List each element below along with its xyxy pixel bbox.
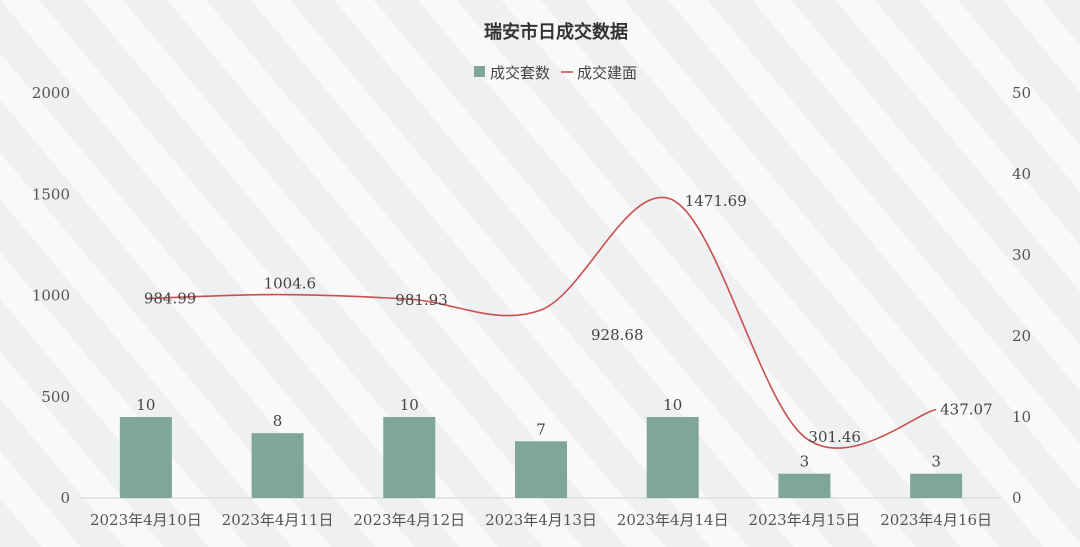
y-left-tick-label: 1000 [32,287,70,305]
legend-swatch-bar [474,66,485,77]
legend-label-bar: 成交套数 [490,64,550,82]
bar-value-label: 7 [536,420,546,438]
x-tick-label: 2023年4月15日 [749,511,861,529]
bar-value-label: 10 [136,396,155,414]
x-tick-label: 2023年4月11日 [222,511,334,529]
bar-value-label: 3 [931,453,941,471]
y-left-tick-label: 500 [41,388,70,406]
y-right-tick-label: 0 [1012,489,1022,507]
line-value-label: 984.99 [144,290,197,308]
bar-value-label: 8 [273,412,283,430]
line-data-labels: 984.99 1004.6 981.93 928.68 1471.69 301.46 437… [144,192,993,446]
y-right-tick-label: 30 [1012,246,1031,264]
y-right-tick-label: 20 [1012,327,1031,345]
bar [778,473,831,498]
bar [251,433,304,498]
bar [119,417,172,498]
line-value-label: 928.68 [591,326,644,344]
y-right-tick-label: 50 [1012,84,1031,102]
line-series-path [145,196,937,449]
y-left-tick-label: 1500 [32,185,70,203]
legend-label-line: 成交建面 [577,64,637,82]
y-axis-right: 0 10 20 30 40 50 [1012,84,1031,507]
y-right-tick-label: 40 [1012,165,1031,183]
bar-value-label: 10 [400,396,419,414]
bar-series [119,417,963,498]
y-right-tick-label: 10 [1012,408,1031,426]
x-tick-label: 2023年4月12日 [353,511,465,529]
bar [383,417,436,498]
y-left-tick-label: 0 [60,489,70,507]
line-value-label: 1004.6 [264,275,317,293]
y-left-tick-label: 2000 [32,84,70,102]
y-axis-left: 0 500 1000 1500 2000 [32,84,70,507]
legend: 成交套数 成交建面 [474,64,637,82]
chart-title: 瑞安市日成交数据 [484,21,628,43]
bar [646,417,699,498]
line-value-label: 1471.69 [685,192,747,210]
x-tick-label: 2023年4月10日 [90,511,202,529]
bar [515,441,567,498]
bar-data-labels: 10 8 10 7 10 3 3 [136,396,941,471]
line-value-label: 981.93 [395,291,448,309]
line-value-label: 437.07 [940,400,993,418]
x-tick-label: 2023年4月14日 [617,511,729,529]
line-value-label: 301.46 [808,428,861,446]
bar [910,473,963,498]
x-tick-label: 2023年4月13日 [485,511,597,529]
x-tick-label: 2023年4月16日 [880,511,992,529]
x-axis-labels: 2023年4月10日 2023年4月11日 2023年4月12日 2023年4月13日… [90,511,992,529]
bar-value-label: 10 [663,396,682,414]
bar-value-label: 3 [800,453,810,471]
